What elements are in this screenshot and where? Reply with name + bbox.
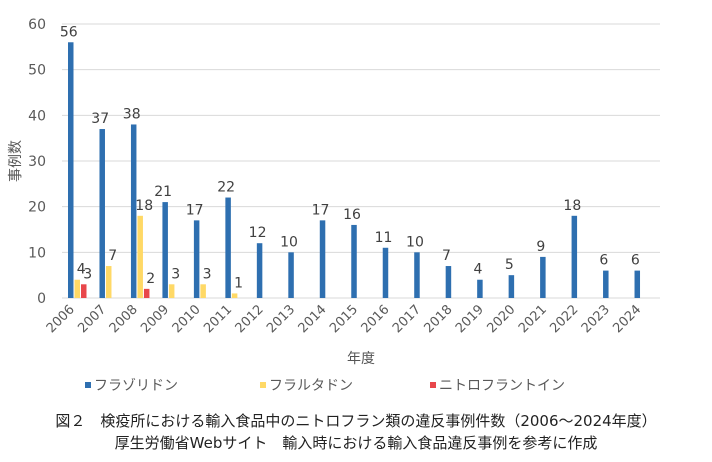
data-label: 3 [203, 266, 212, 282]
data-label: 9 [536, 239, 545, 255]
legend-swatch [430, 382, 436, 388]
legend-swatch [85, 382, 91, 388]
x-tick-label: 2019 [453, 302, 487, 336]
y-tick-label: 10 [28, 245, 46, 261]
legend-swatch [260, 382, 266, 388]
bar-furazolidone [99, 129, 105, 298]
data-label: 4 [473, 262, 482, 278]
x-tick-label: 2012 [233, 302, 267, 336]
x-tick-label: 2007 [75, 302, 109, 336]
data-label: 1 [234, 275, 243, 291]
y-tick-label: 0 [37, 291, 46, 307]
bar-furazolidone [445, 266, 452, 298]
x-tick-label: 2008 [107, 302, 141, 336]
x-tick-label: 2021 [516, 302, 550, 336]
bar-furazolidone [508, 275, 515, 298]
data-label: 6 [631, 253, 640, 269]
data-label: 22 [217, 180, 235, 196]
bar-furazolidone [225, 197, 231, 298]
bar-furaltadone [137, 215, 143, 298]
bar-furaltadone [231, 293, 238, 298]
data-label: 17 [186, 202, 204, 218]
legend-label: フラゾリドン [94, 378, 178, 394]
bar-furaltadone [200, 284, 206, 298]
bar-furaltadone [74, 279, 80, 298]
data-label: 6 [599, 253, 608, 269]
legend-item: フラルタドン [260, 378, 353, 394]
bar-furazolidone [382, 247, 389, 298]
data-label: 10 [280, 234, 298, 250]
bar-furazolidone [68, 42, 74, 299]
bar-furazolidone [162, 202, 168, 298]
legend-item: フラゾリドン [85, 378, 178, 394]
x-tick-label: 2022 [547, 302, 581, 336]
data-label: 16 [343, 207, 361, 223]
data-label: 3 [83, 266, 92, 282]
data-label: 18 [563, 198, 581, 214]
bar-furazolidone [256, 243, 263, 298]
x-tick-label: 2018 [422, 302, 456, 336]
bar-nitrofurantoin [143, 288, 150, 298]
y-axis-label: 事例数 [8, 140, 24, 182]
data-label: 37 [91, 111, 109, 127]
bar-furazolidone [603, 270, 609, 298]
data-label: 17 [312, 202, 330, 218]
x-tick-label: 2014 [296, 302, 330, 336]
x-tick-label: 2024 [610, 302, 644, 336]
x-tick-label: 2016 [359, 302, 393, 336]
y-tick-label: 40 [28, 108, 46, 124]
data-label: 3 [171, 266, 180, 282]
bar-furazolidone [288, 252, 294, 298]
data-label: 7 [108, 248, 117, 264]
data-label: 38 [123, 106, 141, 122]
x-tick-label: 2015 [327, 302, 361, 336]
legend-label: ニトロフラントイン [439, 378, 565, 394]
bar-furazolidone [571, 215, 578, 298]
bar-nitrofurantoin [81, 284, 87, 298]
x-tick-label: 2009 [138, 302, 172, 336]
bar-furazolidone [414, 252, 420, 298]
legend-item: ニトロフラントイン [430, 378, 565, 394]
data-label: 21 [154, 184, 172, 200]
bar-furazolidone [193, 220, 200, 298]
caption-line-2: 厚生労働省Webサイト 輸入時における輸入食品違反事例を参考に作成 [114, 434, 598, 452]
data-label: 4 [77, 262, 86, 278]
y-tick-label: 20 [28, 200, 46, 216]
x-tick-label: 2006 [44, 302, 78, 336]
bar-furazolidone [319, 220, 326, 298]
data-label: 18 [135, 198, 153, 214]
x-tick-label: 2023 [579, 302, 613, 336]
x-tick-label: 2011 [201, 302, 235, 336]
x-axis-label: 年度 [347, 351, 375, 367]
bar-furazolidone [130, 124, 137, 298]
caption-line-1: 図２ 検疫所における輸入食品中のニトロフラン類の違反事例件数（2006～2024… [55, 412, 657, 430]
legend-label: フラルタドン [269, 378, 353, 394]
bar-furaltadone [168, 284, 175, 298]
bar-furazolidone [634, 270, 641, 298]
bar-furazolidone [351, 224, 357, 298]
x-tick-label: 2013 [264, 302, 298, 336]
bar-furazolidone [540, 256, 546, 298]
data-label: 10 [406, 234, 424, 250]
y-tick-label: 30 [28, 154, 46, 170]
x-tick-label: 2017 [390, 302, 424, 336]
bar-furaltadone [105, 266, 112, 298]
data-label: 12 [249, 225, 267, 241]
data-label: 5 [505, 257, 514, 273]
y-tick-label: 50 [28, 63, 46, 79]
x-tick-label: 2020 [484, 302, 518, 336]
y-tick-label: 60 [28, 17, 46, 33]
data-label: 7 [442, 248, 451, 264]
data-label: 11 [375, 230, 393, 246]
data-label: 56 [60, 24, 78, 40]
bar-furazolidone [477, 279, 483, 298]
data-label: 2 [146, 271, 155, 287]
x-tick-label: 2010 [170, 302, 204, 336]
